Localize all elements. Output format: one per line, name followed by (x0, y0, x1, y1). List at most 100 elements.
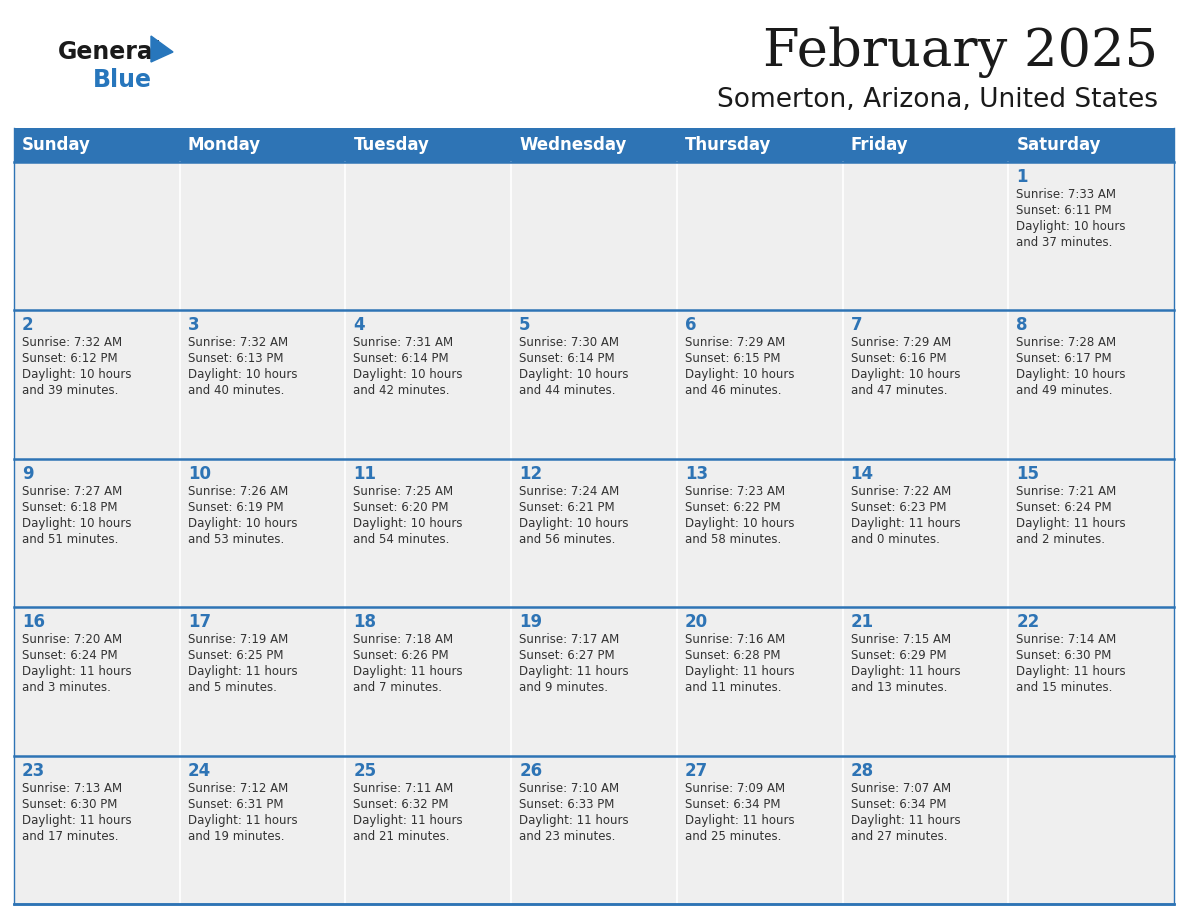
Text: 22: 22 (1016, 613, 1040, 632)
Text: 6: 6 (684, 317, 696, 334)
Text: Daylight: 11 hours: Daylight: 11 hours (1016, 666, 1126, 678)
Text: and 5 minutes.: and 5 minutes. (188, 681, 277, 694)
Text: Sunrise: 7:12 AM: Sunrise: 7:12 AM (188, 781, 287, 795)
Bar (14, 162, 1174, 310)
Text: Sunrise: 7:26 AM: Sunrise: 7:26 AM (188, 485, 287, 498)
Text: 26: 26 (519, 762, 542, 779)
Text: Somerton, Arizona, United States: Somerton, Arizona, United States (718, 87, 1158, 113)
Bar (14, 459, 1174, 607)
Text: and 19 minutes.: and 19 minutes. (188, 830, 284, 843)
Text: Blue: Blue (93, 68, 152, 92)
Text: Sunrise: 7:11 AM: Sunrise: 7:11 AM (353, 781, 454, 795)
Text: Sunset: 6:20 PM: Sunset: 6:20 PM (353, 501, 449, 514)
Text: Sunset: 6:14 PM: Sunset: 6:14 PM (519, 353, 614, 365)
Text: and 3 minutes.: and 3 minutes. (23, 681, 110, 694)
Text: Saturday: Saturday (1016, 136, 1101, 154)
Text: and 39 minutes.: and 39 minutes. (23, 385, 119, 397)
Text: Sunset: 6:23 PM: Sunset: 6:23 PM (851, 501, 946, 514)
Text: and 17 minutes.: and 17 minutes. (23, 830, 119, 843)
Text: Daylight: 10 hours: Daylight: 10 hours (353, 368, 463, 381)
Text: Sunrise: 7:10 AM: Sunrise: 7:10 AM (519, 781, 619, 795)
Text: Daylight: 10 hours: Daylight: 10 hours (851, 368, 960, 381)
Text: February 2025: February 2025 (763, 27, 1158, 78)
Text: General: General (58, 40, 162, 64)
Text: and 42 minutes.: and 42 minutes. (353, 385, 450, 397)
Text: 8: 8 (1016, 317, 1028, 334)
Text: Daylight: 10 hours: Daylight: 10 hours (519, 517, 628, 530)
Bar (14, 128, 1174, 162)
Text: Sunset: 6:13 PM: Sunset: 6:13 PM (188, 353, 283, 365)
Text: Daylight: 10 hours: Daylight: 10 hours (684, 517, 795, 530)
Text: Sunrise: 7:19 AM: Sunrise: 7:19 AM (188, 633, 287, 646)
Text: Sunset: 6:33 PM: Sunset: 6:33 PM (519, 798, 614, 811)
Text: Daylight: 10 hours: Daylight: 10 hours (1016, 368, 1126, 381)
Text: and 7 minutes.: and 7 minutes. (353, 681, 442, 694)
Text: and 56 minutes.: and 56 minutes. (519, 532, 615, 546)
Text: Tuesday: Tuesday (353, 136, 429, 154)
Text: Sunset: 6:24 PM: Sunset: 6:24 PM (1016, 501, 1112, 514)
Text: Sunset: 6:30 PM: Sunset: 6:30 PM (23, 798, 118, 811)
Polygon shape (151, 36, 173, 62)
Text: and 0 minutes.: and 0 minutes. (851, 532, 940, 546)
Text: 11: 11 (353, 465, 377, 483)
Text: Daylight: 10 hours: Daylight: 10 hours (23, 368, 132, 381)
Text: Sunrise: 7:30 AM: Sunrise: 7:30 AM (519, 336, 619, 350)
Text: Monday: Monday (188, 136, 261, 154)
Text: 28: 28 (851, 762, 873, 779)
Text: and 23 minutes.: and 23 minutes. (519, 830, 615, 843)
Text: Daylight: 11 hours: Daylight: 11 hours (684, 813, 795, 826)
Text: 12: 12 (519, 465, 542, 483)
Text: 21: 21 (851, 613, 873, 632)
Text: and 15 minutes.: and 15 minutes. (1016, 681, 1113, 694)
Text: Sunrise: 7:22 AM: Sunrise: 7:22 AM (851, 485, 950, 498)
Text: Sunrise: 7:13 AM: Sunrise: 7:13 AM (23, 781, 122, 795)
Text: Sunset: 6:18 PM: Sunset: 6:18 PM (23, 501, 118, 514)
Text: Sunday: Sunday (23, 136, 90, 154)
Text: and 46 minutes.: and 46 minutes. (684, 385, 782, 397)
Text: Thursday: Thursday (684, 136, 771, 154)
Text: Sunrise: 7:25 AM: Sunrise: 7:25 AM (353, 485, 454, 498)
Text: 9: 9 (23, 465, 33, 483)
Text: Sunset: 6:17 PM: Sunset: 6:17 PM (1016, 353, 1112, 365)
Text: and 27 minutes.: and 27 minutes. (851, 830, 947, 843)
Text: Daylight: 11 hours: Daylight: 11 hours (684, 666, 795, 678)
Text: and 51 minutes.: and 51 minutes. (23, 532, 119, 546)
Text: Daylight: 11 hours: Daylight: 11 hours (1016, 517, 1126, 530)
Text: Sunset: 6:12 PM: Sunset: 6:12 PM (23, 353, 118, 365)
Text: 23: 23 (23, 762, 45, 779)
Text: Daylight: 11 hours: Daylight: 11 hours (353, 666, 463, 678)
Text: and 11 minutes.: and 11 minutes. (684, 681, 782, 694)
Text: Daylight: 10 hours: Daylight: 10 hours (353, 517, 463, 530)
Bar (14, 310, 1174, 459)
Text: and 13 minutes.: and 13 minutes. (851, 681, 947, 694)
Text: and 2 minutes.: and 2 minutes. (1016, 532, 1105, 546)
Text: and 44 minutes.: and 44 minutes. (519, 385, 615, 397)
Text: Sunset: 6:25 PM: Sunset: 6:25 PM (188, 649, 283, 662)
Text: Sunrise: 7:18 AM: Sunrise: 7:18 AM (353, 633, 454, 646)
Text: Wednesday: Wednesday (519, 136, 626, 154)
Text: Sunrise: 7:31 AM: Sunrise: 7:31 AM (353, 336, 454, 350)
Text: Daylight: 11 hours: Daylight: 11 hours (23, 813, 132, 826)
Text: Sunset: 6:22 PM: Sunset: 6:22 PM (684, 501, 781, 514)
Text: Sunset: 6:30 PM: Sunset: 6:30 PM (1016, 649, 1112, 662)
Text: 5: 5 (519, 317, 531, 334)
Text: and 54 minutes.: and 54 minutes. (353, 532, 450, 546)
Text: 19: 19 (519, 613, 542, 632)
Text: Daylight: 10 hours: Daylight: 10 hours (188, 517, 297, 530)
Text: 25: 25 (353, 762, 377, 779)
Text: Sunrise: 7:32 AM: Sunrise: 7:32 AM (188, 336, 287, 350)
Text: 27: 27 (684, 762, 708, 779)
Text: Sunrise: 7:23 AM: Sunrise: 7:23 AM (684, 485, 785, 498)
Text: and 49 minutes.: and 49 minutes. (1016, 385, 1113, 397)
Text: Daylight: 11 hours: Daylight: 11 hours (851, 666, 960, 678)
Text: 1: 1 (1016, 168, 1028, 186)
Text: 10: 10 (188, 465, 210, 483)
Text: Daylight: 10 hours: Daylight: 10 hours (23, 517, 132, 530)
Text: Sunset: 6:19 PM: Sunset: 6:19 PM (188, 501, 284, 514)
Text: Sunset: 6:31 PM: Sunset: 6:31 PM (188, 798, 283, 811)
Text: Sunrise: 7:14 AM: Sunrise: 7:14 AM (1016, 633, 1117, 646)
Text: 7: 7 (851, 317, 862, 334)
Text: 20: 20 (684, 613, 708, 632)
Text: 14: 14 (851, 465, 873, 483)
Text: Sunrise: 7:32 AM: Sunrise: 7:32 AM (23, 336, 122, 350)
